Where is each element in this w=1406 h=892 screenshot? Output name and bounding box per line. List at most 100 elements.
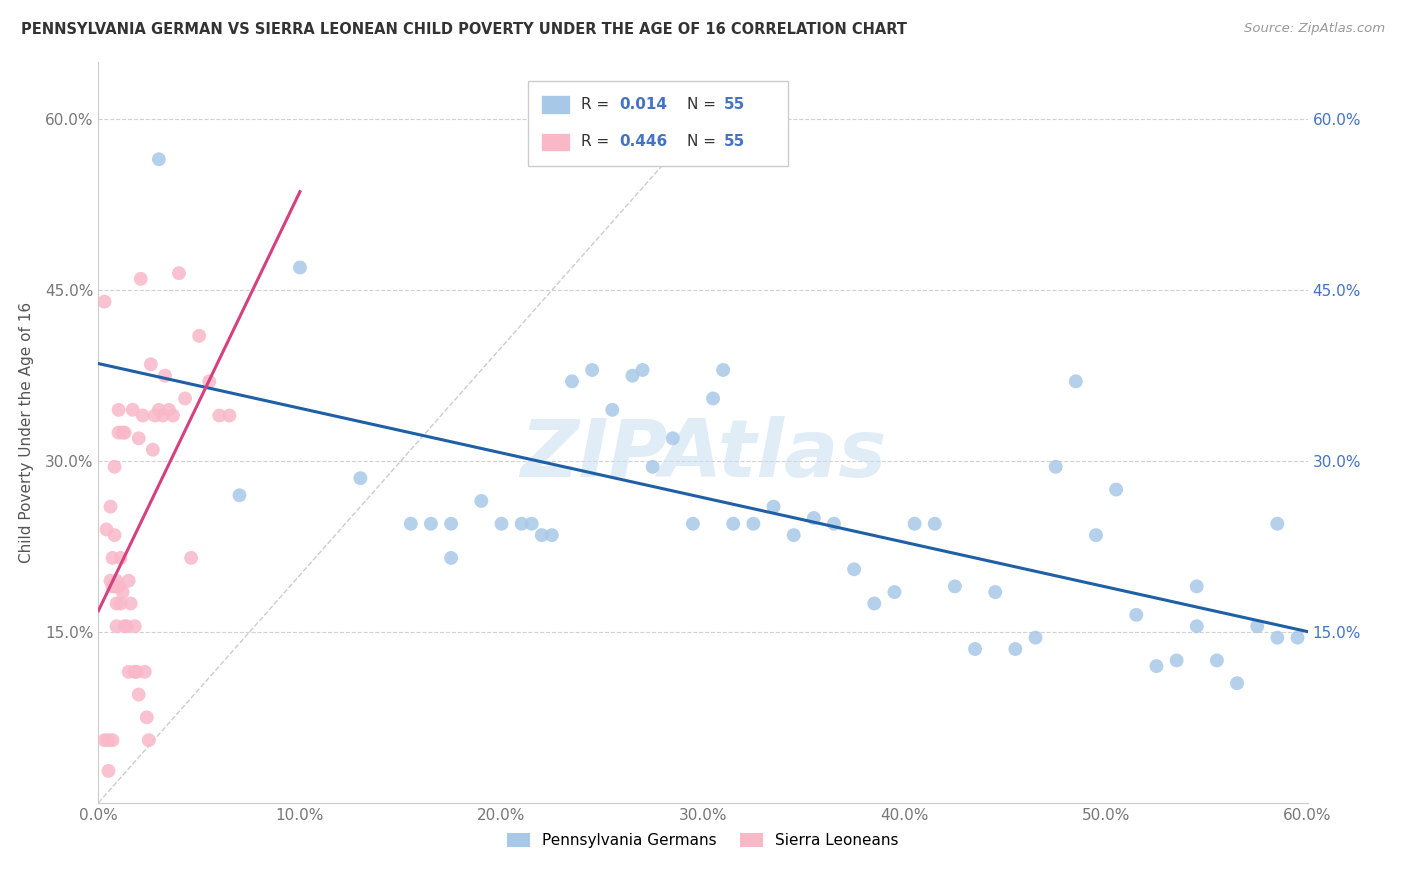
Point xyxy=(288,260,311,275)
Point xyxy=(1286,631,1309,645)
Point xyxy=(530,528,553,542)
Text: 55: 55 xyxy=(724,97,745,112)
Point xyxy=(1185,619,1208,633)
Point xyxy=(844,562,866,576)
Point xyxy=(1025,631,1047,645)
Point xyxy=(118,574,141,588)
Point xyxy=(540,528,562,542)
Point xyxy=(107,579,129,593)
Point xyxy=(883,585,905,599)
Point xyxy=(349,471,371,485)
Point xyxy=(1185,579,1208,593)
Point xyxy=(125,665,148,679)
Point xyxy=(208,409,231,423)
Point xyxy=(943,579,966,593)
Point xyxy=(440,516,463,531)
Point xyxy=(621,368,644,383)
Point xyxy=(803,511,825,525)
Point xyxy=(111,425,134,440)
Point xyxy=(128,431,150,445)
Point xyxy=(121,402,143,417)
Point xyxy=(115,619,138,633)
Point xyxy=(103,459,125,474)
Point xyxy=(1206,653,1229,667)
Text: N =: N = xyxy=(688,97,721,112)
Point xyxy=(138,733,160,747)
Point xyxy=(105,619,128,633)
Text: N =: N = xyxy=(688,134,721,149)
Point xyxy=(96,523,118,537)
Point xyxy=(198,375,221,389)
Point xyxy=(142,442,165,457)
Point xyxy=(510,516,533,531)
Point xyxy=(399,516,422,531)
Point xyxy=(135,710,157,724)
Y-axis label: Child Poverty Under the Age of 16: Child Poverty Under the Age of 16 xyxy=(18,302,34,563)
Point xyxy=(97,733,120,747)
Point xyxy=(188,328,211,343)
Point xyxy=(661,431,683,445)
Point xyxy=(105,574,128,588)
Point xyxy=(101,550,124,565)
Point xyxy=(631,363,654,377)
Point xyxy=(124,619,146,633)
Bar xyxy=(543,96,569,112)
Point xyxy=(1085,528,1108,542)
Point xyxy=(143,409,166,423)
Point xyxy=(1146,659,1168,673)
Point xyxy=(783,528,806,542)
Text: ZIPAtlas: ZIPAtlas xyxy=(520,416,886,494)
Point xyxy=(114,619,136,633)
Point xyxy=(103,579,125,593)
Point xyxy=(581,363,603,377)
Text: 0.446: 0.446 xyxy=(620,134,668,149)
Point xyxy=(1226,676,1249,690)
Text: R =: R = xyxy=(581,97,614,112)
Point xyxy=(100,500,122,514)
Point xyxy=(723,516,745,531)
Point xyxy=(132,409,155,423)
Point xyxy=(711,363,734,377)
Point xyxy=(100,574,122,588)
Point xyxy=(1045,459,1067,474)
Point xyxy=(863,597,886,611)
Point xyxy=(111,585,134,599)
Point xyxy=(152,409,174,423)
Point xyxy=(641,459,664,474)
Point xyxy=(97,764,120,778)
Point xyxy=(1004,642,1026,657)
Point xyxy=(101,733,124,747)
Point xyxy=(148,153,170,167)
Point xyxy=(762,500,785,514)
Point xyxy=(682,516,704,531)
Point xyxy=(103,528,125,542)
Point xyxy=(1246,619,1268,633)
Point xyxy=(702,392,724,406)
Point xyxy=(1267,516,1289,531)
Point xyxy=(153,368,176,383)
Point xyxy=(228,488,250,502)
Point xyxy=(984,585,1007,599)
Point xyxy=(470,494,492,508)
Point xyxy=(93,294,115,309)
Point xyxy=(561,375,583,389)
Point xyxy=(107,402,129,417)
Text: 55: 55 xyxy=(724,134,745,149)
Point xyxy=(1125,607,1147,622)
Point xyxy=(124,665,146,679)
Point xyxy=(148,402,170,417)
Point xyxy=(139,357,162,371)
Point xyxy=(904,516,927,531)
Point xyxy=(924,516,946,531)
Point xyxy=(118,665,141,679)
Legend: Pennsylvania Germans, Sierra Leoneans: Pennsylvania Germans, Sierra Leoneans xyxy=(501,827,905,855)
Point xyxy=(520,516,543,531)
Point xyxy=(107,425,129,440)
Point xyxy=(180,550,202,565)
Point xyxy=(134,665,156,679)
Point xyxy=(157,402,180,417)
Text: Source: ZipAtlas.com: Source: ZipAtlas.com xyxy=(1244,22,1385,36)
Point xyxy=(218,409,240,423)
Point xyxy=(110,550,132,565)
Point xyxy=(167,266,190,280)
